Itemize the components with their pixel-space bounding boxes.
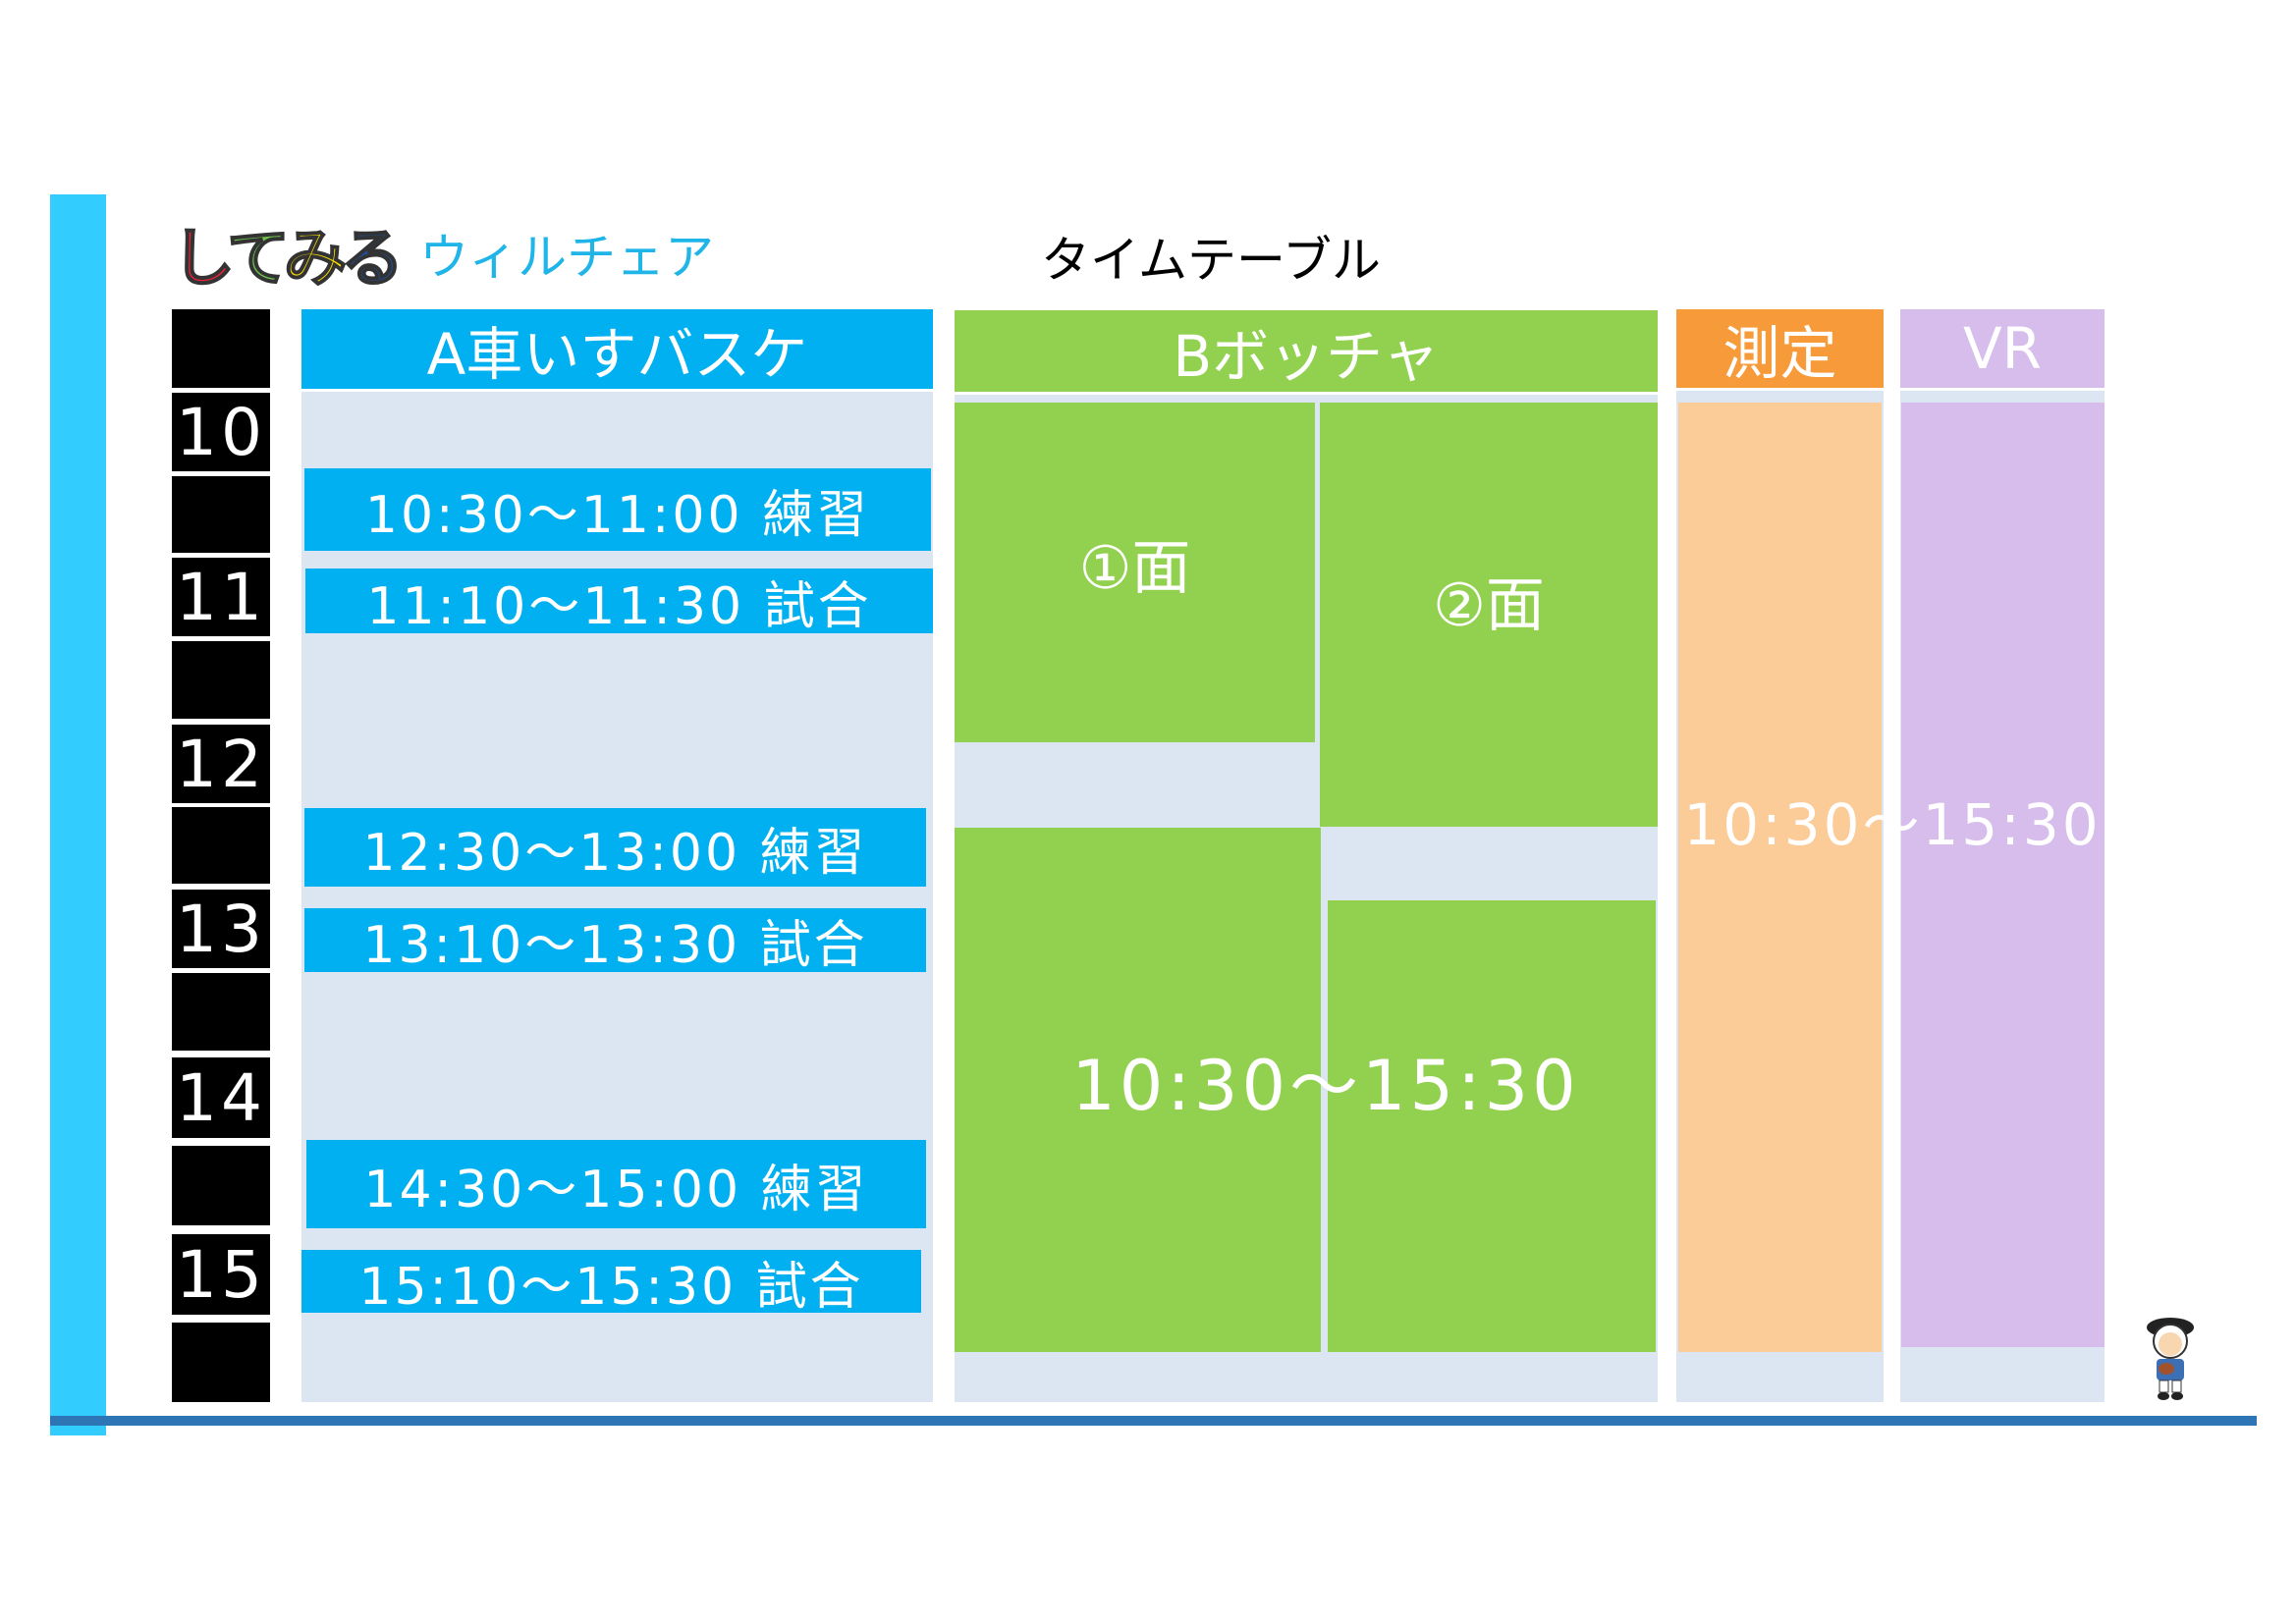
page-title: タイムテーブル <box>1041 232 1381 289</box>
vr-block[interactable] <box>1901 403 2105 1347</box>
boccia-time: 10:30～15:30 <box>1071 1045 1580 1126</box>
half-hour-cell <box>172 476 270 553</box>
court-2-label: ②面 <box>1433 570 1545 640</box>
column-a-slots <box>301 392 933 1402</box>
court-1-block[interactable]: ①面 <box>955 403 1315 742</box>
column-header-measure: 測定 <box>1676 309 1884 388</box>
logo-subtitle: ウィルチェア <box>419 229 715 286</box>
court-2-block[interactable]: ②面 <box>1320 403 1658 827</box>
event-a-6[interactable]: 15:10～15:30 試合 <box>301 1250 921 1317</box>
half-hour-cell <box>172 807 270 884</box>
hour-10: 10 <box>172 393 270 471</box>
time-header-cell <box>172 309 270 388</box>
left-accent-bar <box>50 194 106 1435</box>
event-a-5[interactable]: 14:30～15:00 練習 <box>306 1140 926 1228</box>
column-header-vr: VR <box>1900 309 2105 388</box>
measure-block[interactable] <box>1678 403 1882 1352</box>
measure-vr-time: 10:30～15:30 <box>1683 791 2102 858</box>
hour-15: 15 <box>172 1234 270 1315</box>
column-header-a: A車いすバスケ <box>301 309 933 389</box>
half-hour-cell <box>172 973 270 1051</box>
column-header-b: Bボッチャ <box>955 310 1658 392</box>
half-hour-cell <box>172 1146 270 1225</box>
bottom-line <box>50 1416 2257 1426</box>
hour-13: 13 <box>172 890 270 968</box>
event-a-1[interactable]: 10:30～11:00 練習 <box>304 468 931 551</box>
half-hour-cell <box>172 641 270 719</box>
hour-14: 14 <box>172 1057 270 1138</box>
mascot-illustration <box>2141 1314 2200 1402</box>
event-a-2[interactable]: 11:10～11:30 試合 <box>305 568 933 636</box>
logo: してみる ウィルチェア <box>171 216 715 297</box>
hour-11: 11 <box>172 558 270 636</box>
court-1-label: ①面 <box>1078 533 1191 603</box>
event-a-3[interactable]: 12:30～13:00 練習 <box>304 808 926 887</box>
court-1-lower-block[interactable] <box>955 828 1321 1352</box>
court-2-lower-block[interactable] <box>1328 900 1656 1352</box>
half-hour-cell <box>172 1323 270 1402</box>
hour-12: 12 <box>172 725 270 803</box>
logo-brand: してみる <box>171 222 405 297</box>
event-a-4[interactable]: 13:10～13:30 試合 <box>304 908 926 975</box>
